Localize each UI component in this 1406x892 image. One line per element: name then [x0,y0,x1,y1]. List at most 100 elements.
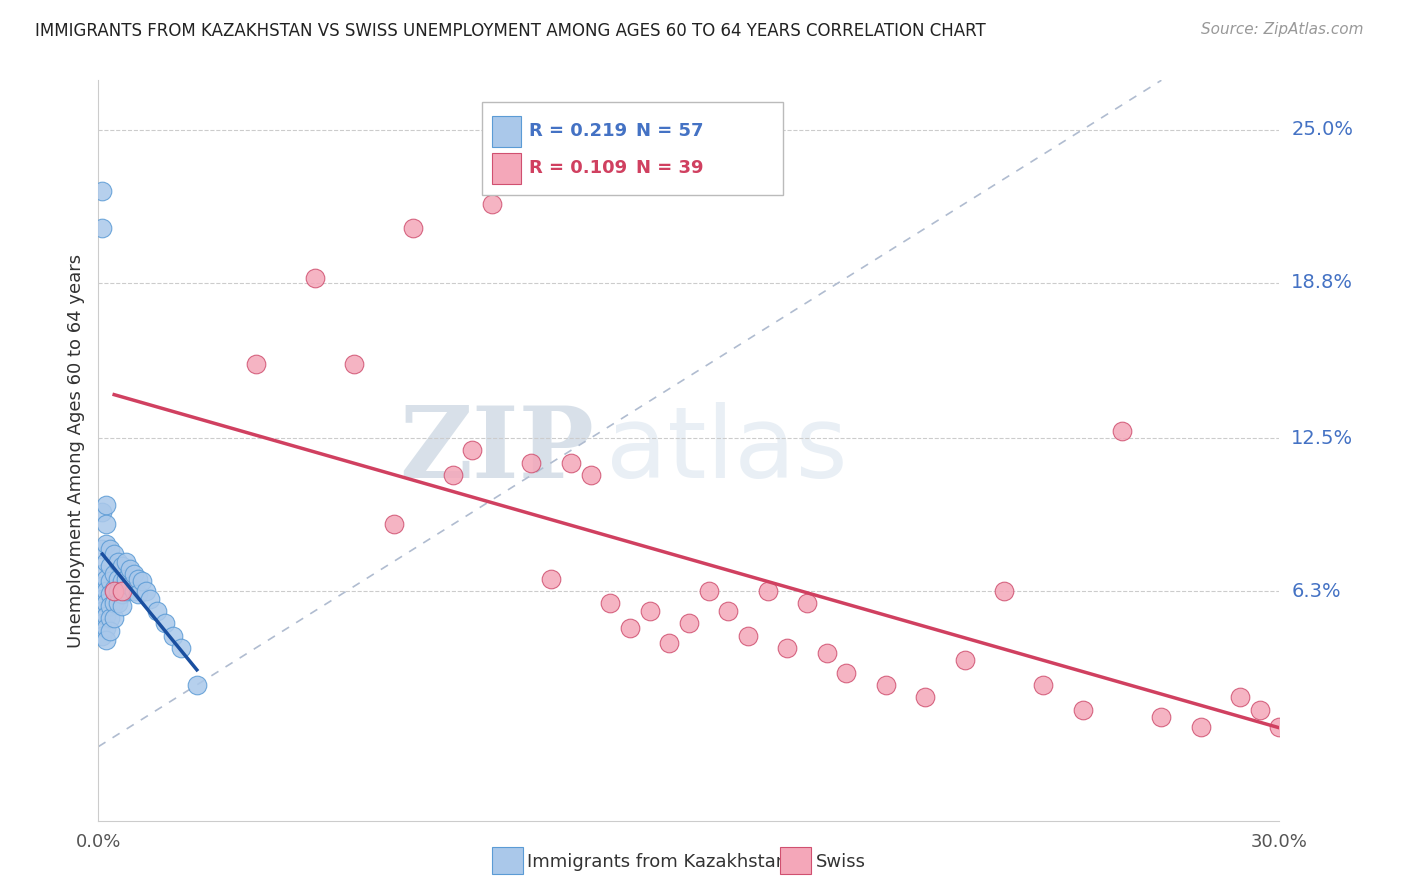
Point [91,566,114,581]
Point [98,611,121,625]
Point [540,572,562,586]
Text: IMMIGRANTS FROM KAZAKHSTAN VS SWISS UNEMPLOYMENT AMONG AGES 60 TO 64 YEARS CORRE: IMMIGRANTS FROM KAZAKHSTAN VS SWISS UNEM… [35,22,986,40]
Point [111,574,134,589]
Point [678,616,700,631]
Point [815,646,838,660]
Point [111,584,134,599]
Point [170,640,193,655]
Point [103,566,125,581]
Point [481,196,503,211]
Point [146,604,169,618]
Point [103,597,125,611]
Point [103,584,125,599]
Point [520,456,543,470]
Point [138,591,160,606]
Text: R = 0.219: R = 0.219 [530,122,627,140]
Point [96,608,118,623]
Point [993,584,1015,599]
Point [343,357,366,371]
Point [135,584,157,599]
Text: 18.8%: 18.8% [1291,273,1353,293]
Point [441,468,464,483]
Point [402,221,425,235]
Point [91,629,114,643]
Point [91,185,114,199]
Point [1111,424,1133,438]
Point [835,665,858,680]
Point [875,678,897,692]
Point [98,599,121,613]
Point [96,555,118,569]
Point [1189,720,1212,734]
Point [638,604,661,618]
Point [91,616,114,631]
Point [107,584,129,599]
Point [111,559,134,574]
Point [91,505,114,519]
Point [776,640,799,655]
Point [91,542,114,557]
Point [118,562,141,576]
Point [122,566,145,581]
Point [560,456,582,470]
Point [115,584,138,599]
Point [796,597,818,611]
Text: Immigrants from Kazakhstan: Immigrants from Kazakhstan [527,853,787,871]
Point [382,517,405,532]
Text: N = 57: N = 57 [636,122,703,140]
Point [96,517,118,532]
Point [914,690,936,705]
Point [98,559,121,574]
Point [127,572,149,586]
Point [579,468,602,483]
Text: 6.3%: 6.3% [1291,582,1341,600]
Point [461,443,484,458]
Point [127,586,149,600]
Point [658,636,681,650]
Point [91,579,114,593]
Point [619,621,641,635]
Point [103,582,125,596]
Point [245,357,267,371]
Point [107,555,129,569]
Point [96,633,118,648]
Point [98,542,121,557]
Point [107,572,129,586]
Point [107,597,129,611]
Point [91,604,114,618]
Text: ZIP: ZIP [399,402,595,499]
Point [717,604,740,618]
Point [96,621,118,635]
Point [1249,703,1271,717]
Text: 30.0%: 30.0% [1251,833,1308,851]
FancyBboxPatch shape [482,103,783,195]
Point [155,616,177,631]
Point [122,584,145,599]
Point [1229,690,1251,705]
Point [599,597,621,611]
Text: atlas: atlas [606,402,848,499]
Point [91,591,114,606]
Point [697,584,720,599]
Point [186,678,208,692]
Text: R = 0.109: R = 0.109 [530,160,627,178]
Point [162,629,184,643]
Point [115,555,138,569]
Point [111,599,134,613]
Text: 0.0%: 0.0% [76,833,121,851]
Point [103,611,125,625]
Point [96,597,118,611]
Point [1071,703,1094,717]
Point [737,629,759,643]
Text: 25.0%: 25.0% [1291,120,1353,139]
Point [96,498,118,512]
Point [98,586,121,600]
Point [103,547,125,561]
Text: Source: ZipAtlas.com: Source: ZipAtlas.com [1201,22,1364,37]
Y-axis label: Unemployment Among Ages 60 to 64 years: Unemployment Among Ages 60 to 64 years [66,253,84,648]
Point [756,584,779,599]
Point [1268,720,1291,734]
Point [1032,678,1054,692]
Point [118,579,141,593]
Point [98,624,121,638]
